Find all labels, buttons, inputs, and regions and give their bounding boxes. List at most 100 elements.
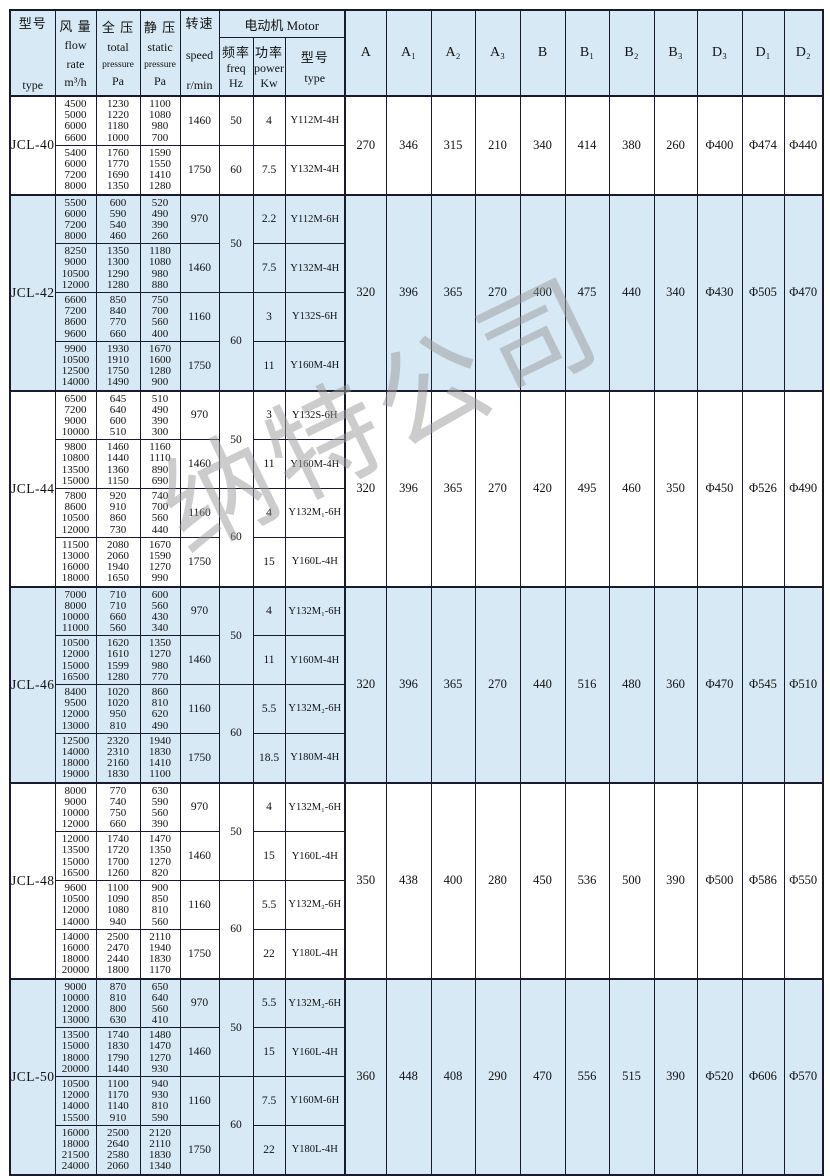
freq-cell: 50 bbox=[218, 94, 254, 146]
dim-cell: 396 bbox=[385, 193, 432, 391]
speed-cell: 1160 bbox=[179, 292, 220, 342]
spec-row: 8250 9000 10500 12000 1350 1300 1290 1280 1180 10… bbox=[10, 243, 823, 293]
power-cell: 3 bbox=[252, 389, 286, 441]
spec-row: JCL-46 7000 8000 10000 11000 710 710 660 560 600 5… bbox=[9, 585, 824, 783]
model-type-cell: JCL-44 bbox=[9, 389, 56, 587]
flow-values: 9800 10800 13500 15000 bbox=[54, 439, 97, 489]
freq-cell: 60 bbox=[218, 488, 254, 587]
header-total-unit: Pa bbox=[112, 73, 124, 88]
static-values: 650 640 560 410 bbox=[139, 977, 181, 1029]
dim-cell: 270 bbox=[474, 389, 521, 587]
total-values: 2500 2470 2440 1800 bbox=[95, 928, 141, 980]
dim-cell: 400 bbox=[519, 193, 566, 391]
total-values: 2080 2060 1940 1650 bbox=[95, 536, 141, 588]
dim-cell: 315 bbox=[430, 95, 476, 195]
power-cell: 11 bbox=[252, 439, 286, 489]
header-dim-B3: B₃ bbox=[653, 9, 698, 97]
dim-cell: 270 bbox=[474, 193, 521, 391]
spec-row: 9800 10800 13500 15000 1460 1440 1360 1150 1160 1… bbox=[10, 439, 823, 489]
dim-cell: Φ526 bbox=[741, 389, 785, 587]
dim-cell: 556 bbox=[564, 977, 610, 1175]
speed-cell: 970 bbox=[179, 389, 220, 441]
flow-values: 6600 7200 8600 9600 bbox=[54, 292, 97, 342]
speed-cell: 1460 bbox=[179, 1027, 220, 1077]
dim-cell: Φ586 bbox=[741, 781, 785, 979]
header-motor-type: 型号 type bbox=[284, 37, 346, 97]
header-speed-unit: r/min bbox=[186, 78, 213, 92]
header-flow-l3: rate bbox=[66, 56, 85, 71]
total-values: 2320 2310 2160 1830 bbox=[95, 732, 141, 784]
freq-cell: 50 bbox=[218, 977, 254, 1077]
header-flow-unit: m³/h bbox=[64, 74, 87, 89]
dim-cell: Φ500 bbox=[696, 781, 743, 979]
dim-cell: 210 bbox=[474, 95, 521, 195]
static-values: 740 700 560 440 bbox=[139, 488, 181, 538]
header-freq-en: freq bbox=[226, 61, 246, 75]
total-values: 1740 1720 1700 1260 bbox=[95, 831, 141, 881]
static-values: 630 590 560 390 bbox=[139, 781, 181, 833]
motor-type-cell: Y132M₂-6H bbox=[284, 880, 346, 930]
header-static-zh: 静 压 bbox=[143, 20, 177, 36]
static-values: 750 700 560 400 bbox=[139, 292, 181, 342]
total-values: 1020 1020 950 810 bbox=[95, 684, 141, 734]
header-static-l3: pressure bbox=[144, 59, 176, 70]
static-values: 2120 2110 1830 1340 bbox=[139, 1124, 181, 1176]
header-dim-A: A bbox=[344, 9, 387, 97]
freq-cell: 60 bbox=[218, 144, 254, 196]
motor-type-cell: Y160M-4H bbox=[284, 439, 346, 489]
power-cell: 4 bbox=[252, 781, 286, 833]
header-motor-type-zh: 型号 bbox=[300, 49, 329, 65]
motor-type-cell: Y180L-4H bbox=[284, 928, 346, 980]
dim-cell: Φ430 bbox=[696, 193, 743, 391]
model-type-cell: JCL-46 bbox=[9, 585, 56, 783]
motor-type-cell: Y132M₁-6H bbox=[284, 585, 346, 637]
power-cell: 5.5 bbox=[252, 977, 286, 1029]
motor-type-cell: Y160L-4H bbox=[284, 536, 346, 588]
static-values: 510 490 390 300 bbox=[139, 389, 181, 441]
speed-cell: 1750 bbox=[179, 1124, 220, 1176]
header-freq-zh: 频率 bbox=[221, 44, 250, 60]
flow-values: 7800 8600 10500 12000 bbox=[54, 488, 97, 538]
table-body: JCL-40 4500 5000 6000 6600 1230 1220 1180 1000 11… bbox=[9, 94, 824, 1176]
static-values: 2110 1940 1830 1170 bbox=[139, 928, 181, 980]
dim-cell: 448 bbox=[385, 977, 432, 1175]
dim-cell: 340 bbox=[653, 193, 698, 391]
dim-cell: 515 bbox=[608, 977, 655, 1175]
static-values: 1590 1550 1410 1280 bbox=[139, 144, 181, 196]
speed-cell: 1160 bbox=[179, 1076, 220, 1126]
power-cell: 4 bbox=[252, 488, 286, 538]
header-dim-B2: B₂ bbox=[608, 9, 655, 97]
header-power: 功率 power Kw bbox=[252, 37, 286, 97]
speed-cell: 1460 bbox=[179, 635, 220, 685]
power-cell: 4 bbox=[252, 585, 286, 637]
dim-cell: Φ550 bbox=[783, 781, 824, 979]
header-flow: 风 量 flow rate m³/h bbox=[54, 9, 97, 97]
total-values: 1620 1610 1599 1280 bbox=[95, 635, 141, 685]
dim-cell: 390 bbox=[653, 977, 698, 1175]
header-dim-B: B bbox=[519, 9, 566, 97]
power-cell: 5.5 bbox=[252, 684, 286, 734]
speed-cell: 970 bbox=[179, 781, 220, 833]
freq-cell: 50 bbox=[218, 389, 254, 489]
static-values: 940 930 810 590 bbox=[139, 1076, 181, 1126]
dim-cell: 346 bbox=[385, 95, 432, 195]
flow-values: 14000 16000 18000 20000 bbox=[54, 928, 97, 980]
power-cell: 15 bbox=[252, 1027, 286, 1077]
dim-cell: Φ505 bbox=[741, 193, 785, 391]
static-values: 520 490 390 260 bbox=[139, 193, 181, 245]
spec-row: 6600 7200 8600 9600 850 840 770 660 750 700 560 400… bbox=[10, 292, 823, 391]
spec-row: 8400 9500 12000 13000 1020 1020 950 810 860 810 62… bbox=[10, 684, 823, 783]
dim-cell: 475 bbox=[564, 193, 610, 391]
flow-values: 9600 10500 12000 14000 bbox=[54, 880, 97, 930]
dim-cell: Φ470 bbox=[783, 193, 824, 391]
flow-values: 9900 10500 12500 14000 bbox=[54, 340, 97, 392]
power-cell: 11 bbox=[252, 340, 286, 392]
header-power-zh: 功率 bbox=[254, 44, 283, 60]
flow-values: 13500 15000 18000 20000 bbox=[54, 1027, 97, 1077]
motor-type-cell: Y160M-6H bbox=[284, 1076, 346, 1126]
static-values: 1670 1600 1280 900 bbox=[139, 340, 181, 392]
dim-cell: 450 bbox=[519, 781, 566, 979]
dim-cell: 516 bbox=[564, 585, 610, 783]
dim-cell: 365 bbox=[430, 585, 476, 783]
header-dim-D1: D₁ bbox=[741, 9, 785, 97]
